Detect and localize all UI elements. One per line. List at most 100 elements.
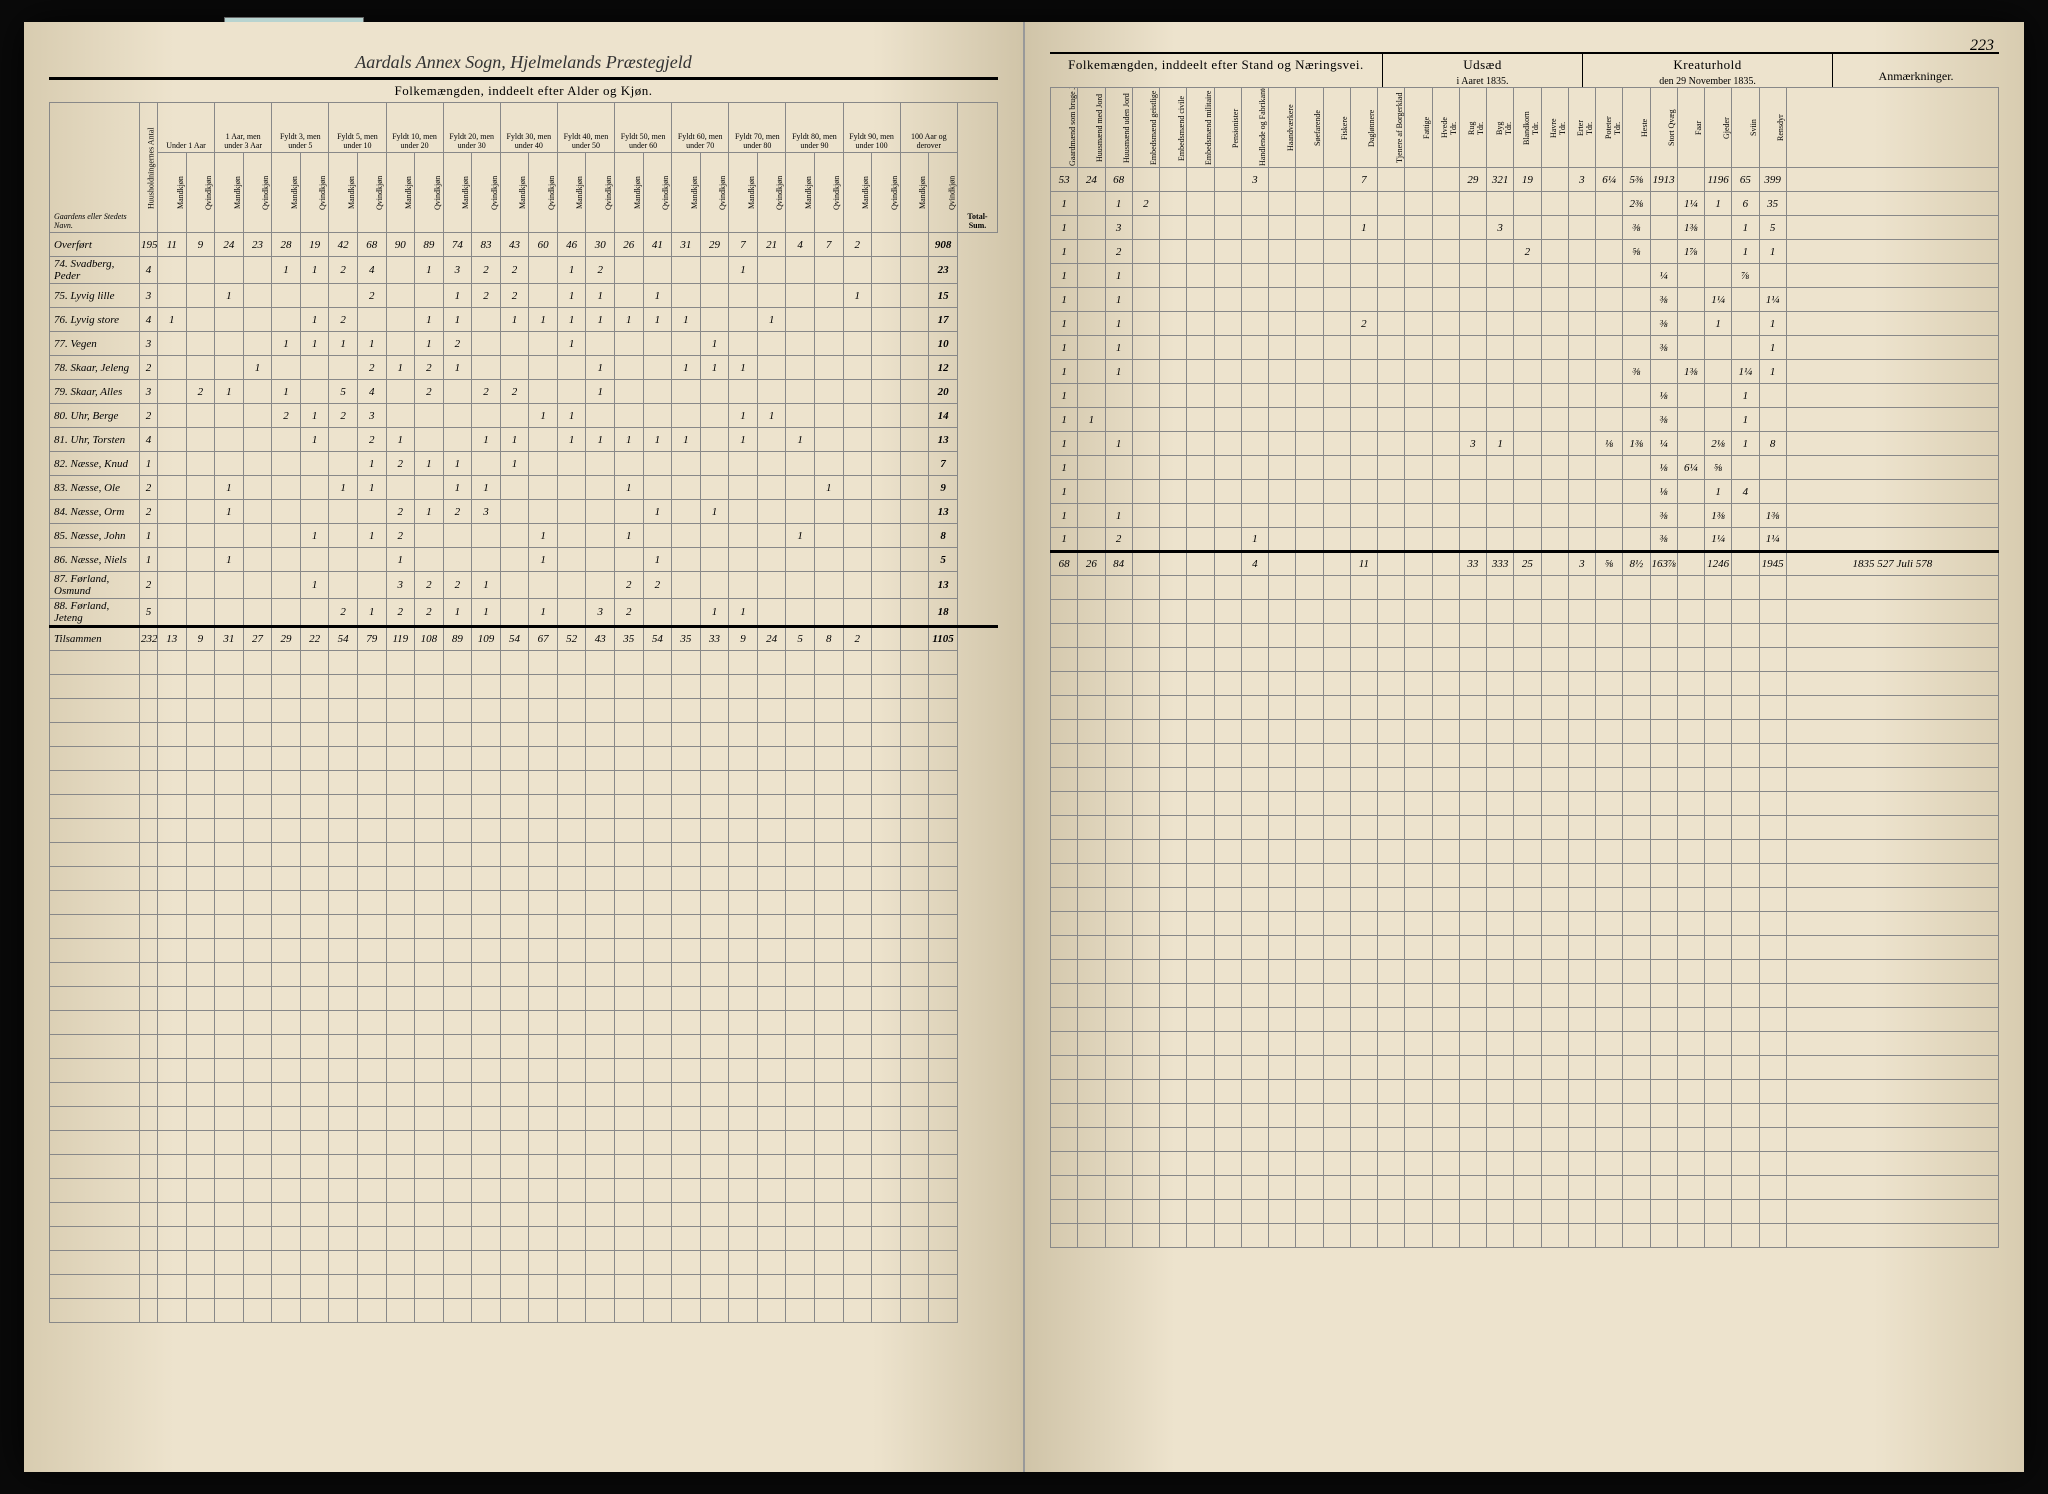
cell <box>1269 384 1296 408</box>
cell <box>786 500 815 524</box>
remarks-cell <box>1786 216 1998 240</box>
remarks-cell <box>1786 504 1998 528</box>
cell: 1 <box>215 380 244 404</box>
cell: 53 <box>1051 168 1078 192</box>
cell: 4 <box>140 428 158 452</box>
empty-row <box>50 867 998 891</box>
cell <box>1241 504 1268 528</box>
cell <box>786 356 815 380</box>
cell <box>1405 264 1432 288</box>
female-h: Qvindkjøn <box>415 153 444 233</box>
cell: 1 <box>529 404 558 428</box>
cell <box>1323 336 1350 360</box>
cell: 9 <box>729 627 758 651</box>
cell <box>1296 288 1323 312</box>
cell <box>1214 552 1241 576</box>
cell <box>843 308 872 332</box>
cell <box>1269 360 1296 384</box>
cell <box>900 627 929 651</box>
cell <box>1541 288 1568 312</box>
cell <box>243 524 272 548</box>
cell <box>1214 384 1241 408</box>
cell: 1 <box>1051 480 1078 504</box>
cell <box>643 257 672 284</box>
cell <box>586 500 615 524</box>
cell: 35 <box>672 627 701 651</box>
cell: 2 <box>415 599 444 627</box>
cell <box>1378 168 1405 192</box>
cell <box>1568 480 1595 504</box>
cell <box>1405 408 1432 432</box>
cell: 1 <box>386 356 415 380</box>
cell: 1 <box>729 404 758 428</box>
cell: 1 <box>443 599 472 627</box>
cell: 1 <box>415 308 444 332</box>
cell: 1 <box>415 500 444 524</box>
cell: 1 <box>729 428 758 452</box>
cell: 2 <box>843 627 872 651</box>
cell <box>1214 360 1241 384</box>
remarks-header: Anmærkninger. <box>1833 54 1999 87</box>
cell: 9 <box>186 627 215 651</box>
cell <box>1378 384 1405 408</box>
right-title-3: Kreaturhold <box>1583 54 1832 76</box>
cell <box>1705 408 1732 432</box>
cell: 108 <box>415 627 444 651</box>
cell: 6¼ <box>1677 456 1704 480</box>
cell <box>1378 312 1405 336</box>
cell <box>1132 336 1159 360</box>
cell <box>1323 192 1350 216</box>
cell: 22 <box>300 627 329 651</box>
row-sum: 1105 <box>929 627 958 651</box>
cell <box>500 572 529 599</box>
cell: 29 <box>700 233 729 257</box>
cell <box>1132 384 1159 408</box>
cell <box>757 572 786 599</box>
cell <box>872 257 901 284</box>
cell: 1 <box>443 452 472 476</box>
cell <box>643 599 672 627</box>
cell: 5 <box>140 599 158 627</box>
cell <box>1459 480 1486 504</box>
cell <box>900 356 929 380</box>
cell: 28 <box>272 233 301 257</box>
cell: 5 <box>1759 216 1786 240</box>
cell: 1 <box>300 428 329 452</box>
cell <box>1105 384 1132 408</box>
cell <box>1568 456 1595 480</box>
row-name: 82. Næsse, Knud <box>50 452 140 476</box>
cell <box>415 404 444 428</box>
empty-row <box>1051 768 1999 792</box>
cell: 68 <box>1051 552 1078 576</box>
cell <box>729 548 758 572</box>
cell <box>1432 552 1459 576</box>
table-row: 1313⅜1⅜15 <box>1051 216 1999 240</box>
remarks-h <box>1786 88 1998 168</box>
cell <box>1623 528 1650 552</box>
stand-h: Haandværkere <box>1269 88 1296 168</box>
cell <box>900 572 929 599</box>
cell <box>786 572 815 599</box>
cell: 2 <box>643 572 672 599</box>
cell <box>1514 360 1541 384</box>
cell: 3 <box>586 599 615 627</box>
cell: 5⅜ <box>1623 168 1650 192</box>
cell: 3 <box>1459 432 1486 456</box>
empty-row <box>1051 1104 1999 1128</box>
cell: 2 <box>1105 240 1132 264</box>
cell <box>158 356 187 380</box>
cell: 1 <box>615 308 644 332</box>
cell <box>1568 504 1595 528</box>
cell <box>529 428 558 452</box>
cell <box>757 332 786 356</box>
cell <box>1405 552 1432 576</box>
empty-row <box>50 1131 998 1155</box>
cell: 1 <box>643 284 672 308</box>
cell <box>1132 360 1159 384</box>
age-group-1: 1 Aar, men under 3 Aar <box>215 103 272 153</box>
cell <box>900 476 929 500</box>
cell <box>1677 312 1704 336</box>
cell: 1 <box>1051 384 1078 408</box>
cell <box>1323 360 1350 384</box>
cell <box>1132 432 1159 456</box>
